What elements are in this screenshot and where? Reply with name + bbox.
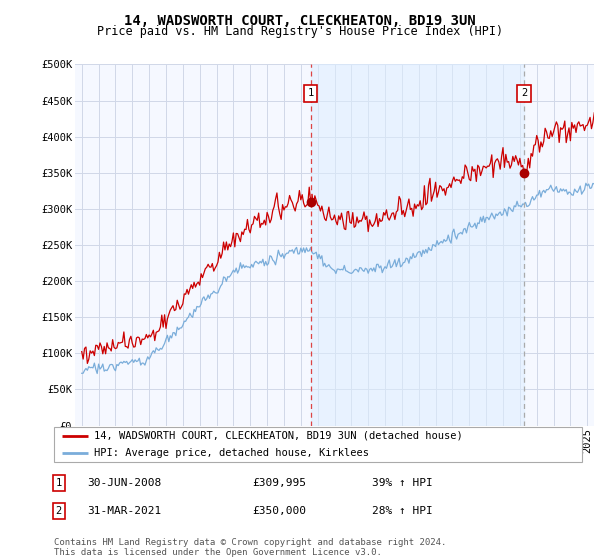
Text: 39% ↑ HPI: 39% ↑ HPI: [372, 478, 433, 488]
Text: 2: 2: [521, 88, 527, 99]
Text: Price paid vs. HM Land Registry's House Price Index (HPI): Price paid vs. HM Land Registry's House …: [97, 25, 503, 38]
Text: 1: 1: [307, 88, 314, 99]
Text: 14, WADSWORTH COURT, CLECKHEATON, BD19 3UN (detached house): 14, WADSWORTH COURT, CLECKHEATON, BD19 3…: [94, 431, 463, 441]
Text: HPI: Average price, detached house, Kirklees: HPI: Average price, detached house, Kirk…: [94, 449, 368, 458]
Text: 2: 2: [56, 506, 62, 516]
Text: 30-JUN-2008: 30-JUN-2008: [87, 478, 161, 488]
FancyBboxPatch shape: [54, 427, 582, 462]
Text: 31-MAR-2021: 31-MAR-2021: [87, 506, 161, 516]
Text: Contains HM Land Registry data © Crown copyright and database right 2024.
This d: Contains HM Land Registry data © Crown c…: [54, 538, 446, 557]
Text: 1: 1: [56, 478, 62, 488]
Text: £309,995: £309,995: [252, 478, 306, 488]
Text: 14, WADSWORTH COURT, CLECKHEATON, BD19 3UN: 14, WADSWORTH COURT, CLECKHEATON, BD19 3…: [124, 14, 476, 28]
Text: 28% ↑ HPI: 28% ↑ HPI: [372, 506, 433, 516]
Bar: [311, 64, 524, 426]
Text: £350,000: £350,000: [252, 506, 306, 516]
